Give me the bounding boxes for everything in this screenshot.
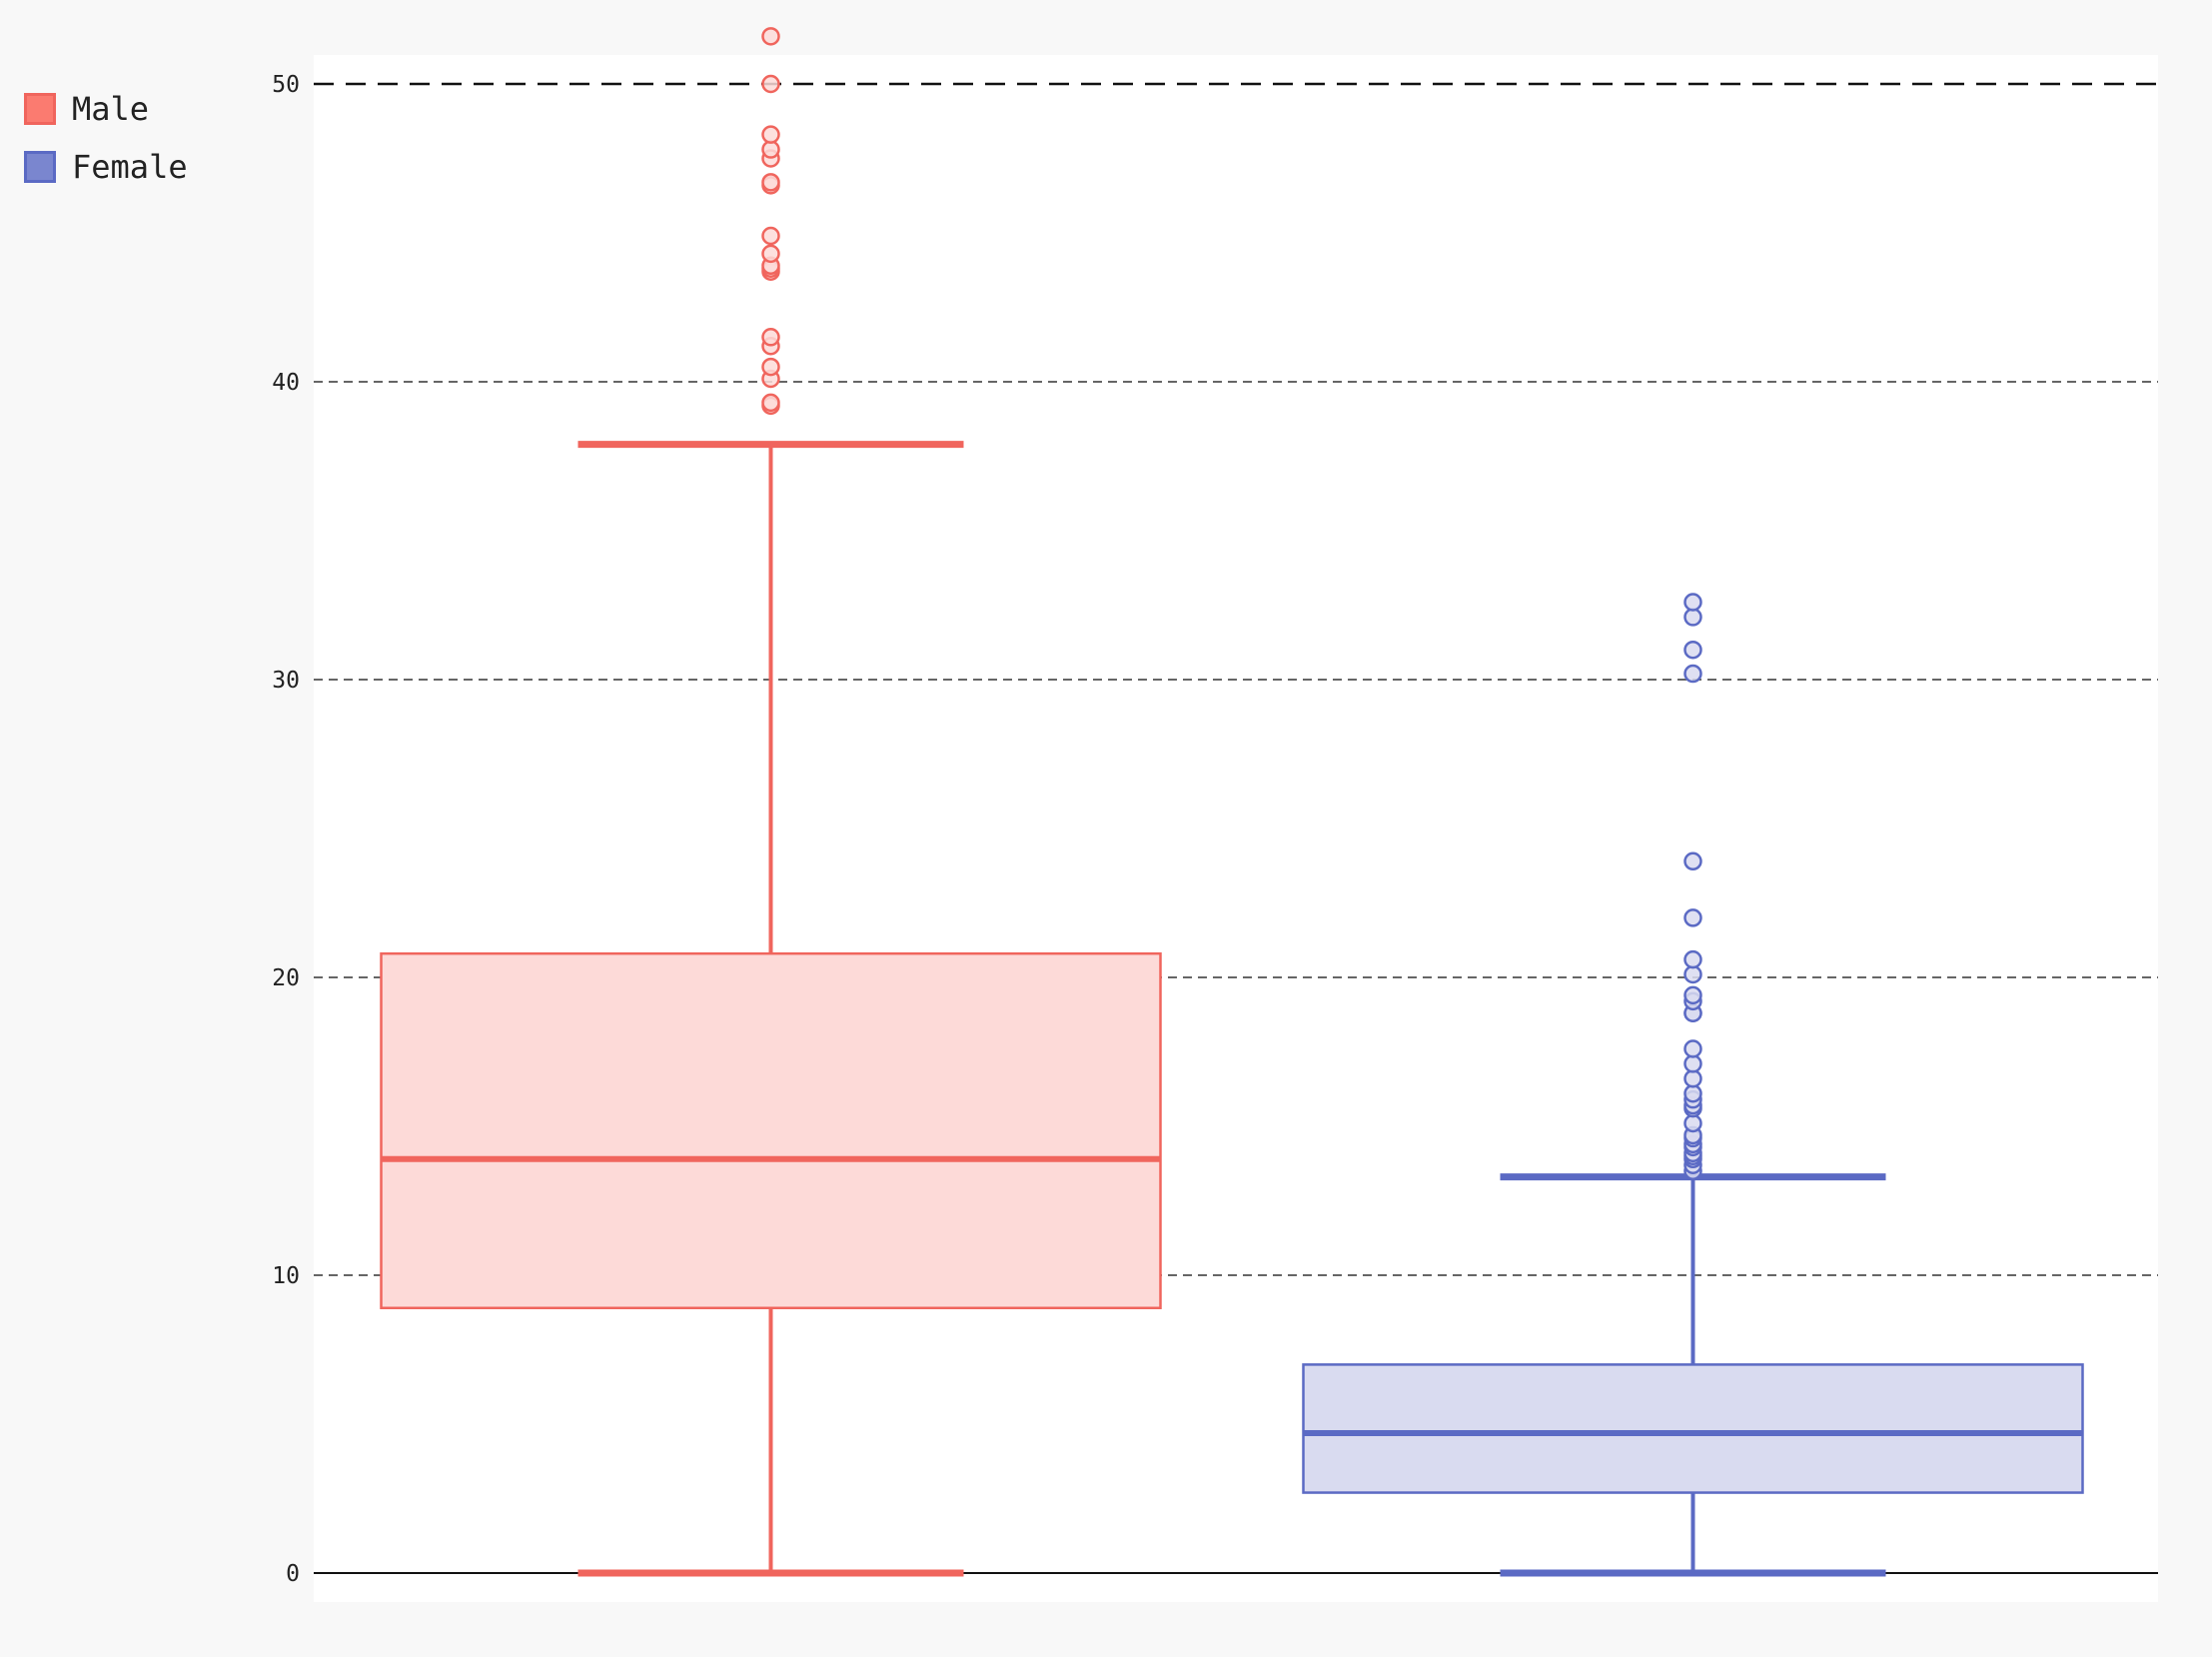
box-male (380, 27, 1162, 1577)
plot-area (314, 55, 2158, 1602)
outlier-female-21 (1683, 964, 1702, 984)
iqr-box-male (380, 951, 1162, 1310)
legend-swatch-male (24, 93, 56, 125)
outlier-female-16 (1683, 1039, 1702, 1058)
boxes (380, 27, 2084, 1577)
legend-label-female: Female (72, 148, 188, 186)
outlier-female-22 (1683, 949, 1702, 969)
outlier-female-23 (1683, 908, 1702, 927)
y-tick-label-0: 0 (286, 1561, 300, 1587)
outlier-female-14 (1683, 1069, 1702, 1088)
outlier-male-9 (761, 244, 780, 264)
outlier-male-5 (761, 328, 780, 347)
outlier-male-16 (761, 74, 780, 94)
outlier-male-3 (761, 357, 780, 377)
outlier-female-24 (1683, 851, 1702, 871)
y-tick-label-50: 50 (272, 72, 300, 98)
y-tick-label-10: 10 (272, 1263, 300, 1289)
outlier-female-25 (1683, 664, 1702, 684)
outlier-male-15 (761, 125, 780, 144)
outlier-female-20 (1683, 985, 1702, 1005)
outlier-male-10 (761, 226, 780, 246)
outlier-male-17 (761, 27, 780, 46)
outlier-female-9 (1683, 1113, 1702, 1133)
y-tick-label-40: 40 (272, 370, 300, 396)
outlier-male-12 (761, 173, 780, 192)
y-tick-label-20: 20 (272, 965, 300, 991)
outlier-female-13 (1683, 1083, 1702, 1103)
iqr-box-female (1302, 1363, 2084, 1494)
y-axis: 0 10 20 30 40 50 (272, 72, 300, 1587)
legend-item-female[interactable]: Female (24, 138, 188, 196)
legend-swatch-female (24, 151, 56, 183)
legend: Male Female (24, 80, 188, 196)
outlier-female-28 (1683, 593, 1702, 612)
y-tick-label-30: 30 (272, 668, 300, 694)
legend-label-male: Male (72, 90, 150, 128)
outlier-female-15 (1683, 1054, 1702, 1073)
outlier-female-27 (1683, 608, 1702, 627)
outlier-female-26 (1683, 640, 1702, 660)
outlier-male-14 (761, 140, 780, 159)
outlier-male-1 (761, 393, 780, 413)
box-female (1302, 593, 2084, 1577)
legend-item-male[interactable]: Male (24, 80, 188, 138)
